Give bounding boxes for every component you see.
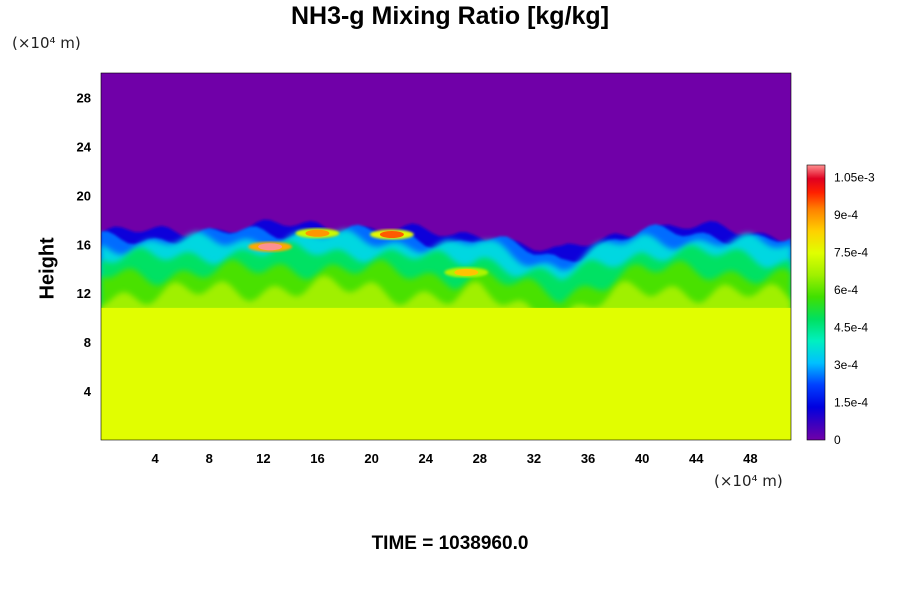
x-tick-label: 16	[310, 451, 324, 466]
x-axis: 4 8 12 16 20 24 28 32 36 40 44 48	[152, 451, 758, 466]
colorbar-tick-label: 1.05e-3	[834, 171, 875, 185]
colorbar-tick-label: 4.5e-4	[834, 321, 868, 335]
x-tick-label: 4	[152, 451, 160, 466]
colorbar-bar	[806, 164, 826, 441]
plot-frame	[100, 72, 792, 441]
high-value-patch	[248, 241, 293, 252]
x-axis-unit: (×10⁴ m)	[714, 472, 783, 490]
x-tick-label: 12	[256, 451, 270, 466]
lower-region	[101, 307, 791, 440]
plot-area	[101, 73, 791, 440]
y-axis-unit: (×10⁴ m)	[12, 34, 81, 52]
x-tick-label: 8	[206, 451, 213, 466]
colorbar-tick-label: 6e-4	[834, 283, 858, 297]
colorbar-tick-label: 9e-4	[834, 208, 858, 222]
x-tick-label: 24	[418, 451, 433, 466]
y-tick-label: 24	[77, 139, 92, 154]
colorbar-tick-label: 3e-4	[834, 358, 858, 372]
x-tick-label: 40	[635, 451, 649, 466]
x-tick-label: 36	[581, 451, 595, 466]
y-tick-label: 8	[84, 335, 91, 350]
high-value-patch-core	[379, 230, 404, 238]
high-value-patch	[295, 228, 340, 239]
colorbar-tick-label: 1.5e-4	[834, 396, 868, 410]
high-value-patch	[369, 229, 414, 240]
time-label: TIME = 1038960.0	[371, 533, 529, 554]
colorbar-tick-label: 7.5e-4	[834, 246, 868, 260]
colorbar-tick-label: 0	[834, 433, 841, 447]
colorbar: 0 1.5e-4 3e-4 4.5e-4 6e-4 7.5e-4 9e-4 1.05e-3	[806, 164, 875, 447]
high-value-patch	[444, 267, 489, 278]
x-tick-label: 28	[473, 451, 487, 466]
high-value-patch-core	[305, 229, 330, 237]
y-tick-label: 28	[77, 90, 91, 105]
x-tick-label: 44	[689, 451, 704, 466]
y-tick-label: 12	[77, 286, 91, 301]
x-tick-label: 32	[527, 451, 541, 466]
y-axis: 4 8 12 16 20 24 28	[77, 90, 92, 399]
high-value-patch-core	[454, 268, 479, 276]
y-tick-label: 16	[77, 237, 91, 252]
x-tick-label: 48	[743, 451, 757, 466]
chart-title: NH3-g Mixing Ratio [kg/kg]	[290, 2, 610, 30]
y-tick-label: 4	[84, 384, 92, 399]
high-value-patch-core	[258, 243, 283, 251]
y-tick-label: 20	[77, 188, 91, 203]
x-tick-label: 20	[364, 451, 378, 466]
